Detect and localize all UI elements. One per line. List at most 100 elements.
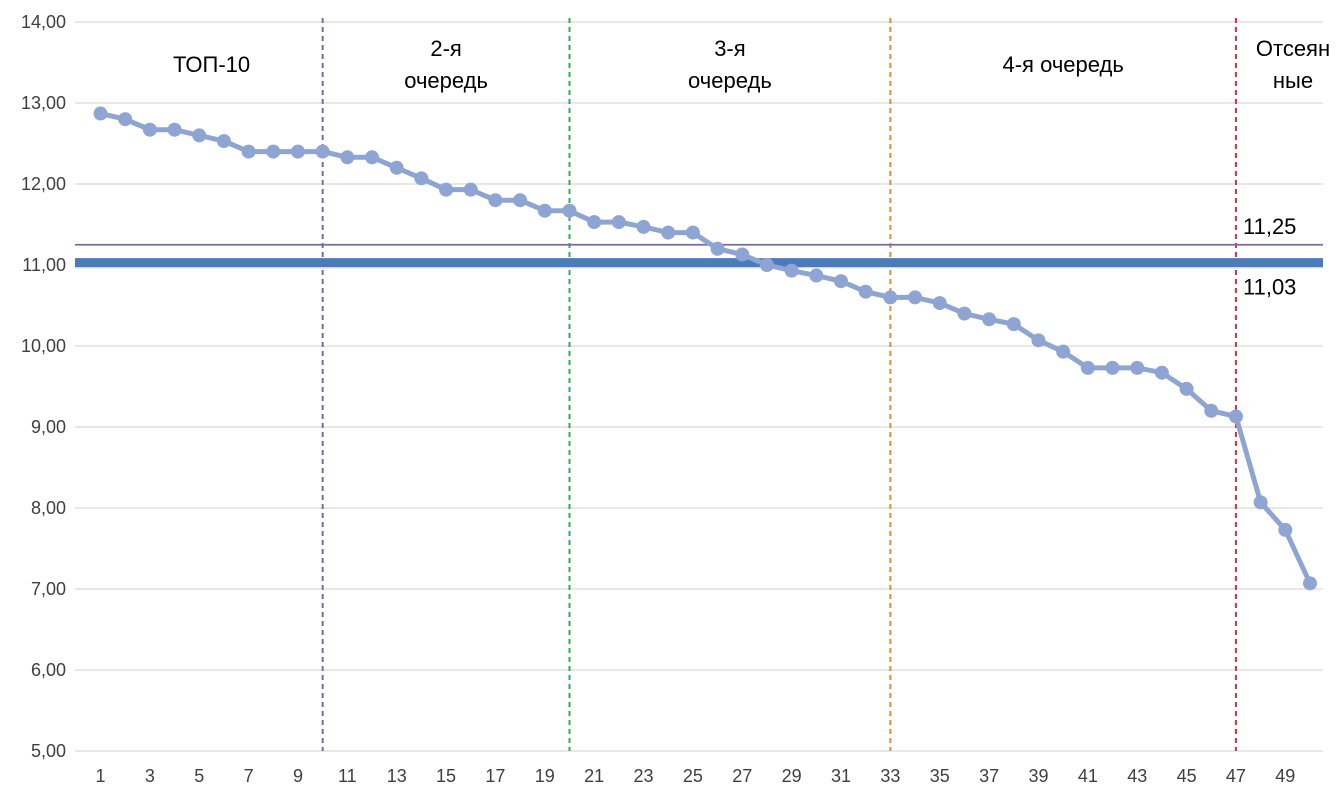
x-tick-label: 39 bbox=[1028, 766, 1048, 786]
x-tick-label: 23 bbox=[634, 766, 654, 786]
y-tick-label: 8,00 bbox=[31, 498, 66, 518]
data-point bbox=[1056, 344, 1071, 359]
y-tick-label: 12,00 bbox=[21, 174, 66, 194]
data-point bbox=[192, 128, 207, 143]
x-tick-label: 45 bbox=[1177, 766, 1197, 786]
data-point bbox=[1031, 333, 1046, 348]
x-tick-label: 15 bbox=[436, 766, 456, 786]
data-point bbox=[1154, 365, 1169, 380]
x-tick-label: 27 bbox=[732, 766, 752, 786]
x-tick-label: 37 bbox=[979, 766, 999, 786]
data-point bbox=[439, 182, 454, 197]
zone-label: ТОП-10 bbox=[173, 52, 250, 77]
x-axis-tick-labels: 1 3 5 7 9 11 13 15 17 19 21 23 25 27 29 31 33 35 37 39 41 43 4… bbox=[95, 766, 1295, 786]
zone-label: Отсеян bbox=[1256, 36, 1330, 61]
x-tick-label: 41 bbox=[1078, 766, 1098, 786]
data-point bbox=[1105, 360, 1120, 375]
data-point bbox=[858, 284, 873, 299]
x-tick-label: 33 bbox=[880, 766, 900, 786]
x-tick-label: 25 bbox=[683, 766, 703, 786]
data-point bbox=[982, 312, 997, 327]
data-point bbox=[1228, 409, 1243, 424]
data-point bbox=[661, 225, 676, 240]
data-point bbox=[834, 274, 849, 289]
data-point bbox=[142, 122, 157, 137]
data-point bbox=[562, 203, 577, 218]
zone-label: 2-я bbox=[430, 36, 461, 61]
data-point bbox=[1303, 576, 1317, 591]
x-tick-label: 31 bbox=[831, 766, 851, 786]
data-point bbox=[315, 144, 330, 159]
x-tick-label: 13 bbox=[387, 766, 407, 786]
x-tick-label: 5 bbox=[194, 766, 204, 786]
x-tick-label: 29 bbox=[782, 766, 802, 786]
data-point bbox=[216, 134, 231, 149]
data-point bbox=[290, 144, 305, 159]
x-tick-label: 1 bbox=[95, 766, 105, 786]
data-point bbox=[537, 203, 552, 218]
x-tick-label: 7 bbox=[244, 766, 254, 786]
data-point bbox=[710, 241, 725, 256]
data-point bbox=[1204, 403, 1219, 418]
data-point bbox=[1179, 381, 1194, 396]
y-tick-label: 11,00 bbox=[22, 255, 66, 275]
data-point bbox=[932, 296, 947, 311]
data-point bbox=[587, 215, 602, 230]
zone-dividers bbox=[321, 18, 1237, 751]
data-point bbox=[463, 182, 478, 197]
data-point bbox=[1130, 360, 1145, 375]
data-point bbox=[93, 106, 108, 121]
x-tick-label: 35 bbox=[930, 766, 950, 786]
data-point bbox=[266, 144, 281, 159]
data-point bbox=[389, 160, 404, 175]
data-point bbox=[241, 144, 256, 159]
data-point bbox=[365, 150, 380, 165]
data-point bbox=[883, 290, 898, 305]
zone-label: ные bbox=[1273, 68, 1313, 93]
data-point bbox=[908, 290, 923, 305]
x-tick-label: 9 bbox=[293, 766, 303, 786]
x-tick-label: 49 bbox=[1275, 766, 1295, 786]
data-point bbox=[957, 306, 972, 321]
data-point bbox=[1278, 522, 1293, 537]
data-point bbox=[340, 150, 355, 165]
zone-label: очередь bbox=[688, 68, 772, 93]
data-point bbox=[611, 215, 626, 230]
data-point bbox=[685, 225, 700, 240]
data-point bbox=[735, 247, 750, 262]
data-point bbox=[414, 171, 429, 186]
y-tick-label: 7,00 bbox=[31, 579, 66, 599]
zone-labels: ТОП-10 2-я очередь 3-я очередь 4-я очередь Отс… bbox=[173, 36, 1330, 93]
zone-label: очередь bbox=[404, 68, 488, 93]
data-point bbox=[1253, 495, 1268, 510]
horizontal-gridlines bbox=[75, 21, 1323, 752]
x-tick-label: 3 bbox=[145, 766, 155, 786]
data-point bbox=[167, 122, 182, 137]
y-tick-label: 13,00 bbox=[21, 93, 66, 113]
data-point bbox=[488, 193, 503, 208]
y-tick-label: 14,00 bbox=[21, 12, 66, 32]
reference-lines: 11,25 11,03 bbox=[75, 214, 1323, 300]
y-axis-tick-labels: 5,00 6,00 7,00 8,00 9,00 10,00 11,00 12,00 13,00… bbox=[21, 12, 66, 761]
data-point bbox=[118, 112, 133, 127]
reference-line-label: 11,25 bbox=[1243, 214, 1296, 239]
y-tick-label: 5,00 bbox=[31, 741, 66, 761]
zone-label: 3-я bbox=[714, 36, 745, 61]
x-tick-label: 43 bbox=[1127, 766, 1147, 786]
data-point bbox=[513, 193, 528, 208]
y-tick-label: 6,00 bbox=[31, 660, 66, 680]
zone-label: 4-я очередь bbox=[1002, 52, 1123, 77]
data-point bbox=[809, 268, 824, 283]
x-tick-label: 19 bbox=[535, 766, 555, 786]
y-tick-label: 10,00 bbox=[21, 336, 66, 356]
x-tick-label: 11 bbox=[338, 766, 357, 786]
x-tick-label: 21 bbox=[584, 766, 604, 786]
x-tick-label: 47 bbox=[1226, 766, 1246, 786]
data-series bbox=[93, 106, 1317, 591]
x-tick-label: 17 bbox=[485, 766, 505, 786]
data-point bbox=[759, 258, 774, 272]
y-tick-label: 9,00 bbox=[31, 417, 66, 437]
data-point bbox=[1006, 317, 1021, 332]
reference-line-label: 11,03 bbox=[1243, 275, 1296, 300]
